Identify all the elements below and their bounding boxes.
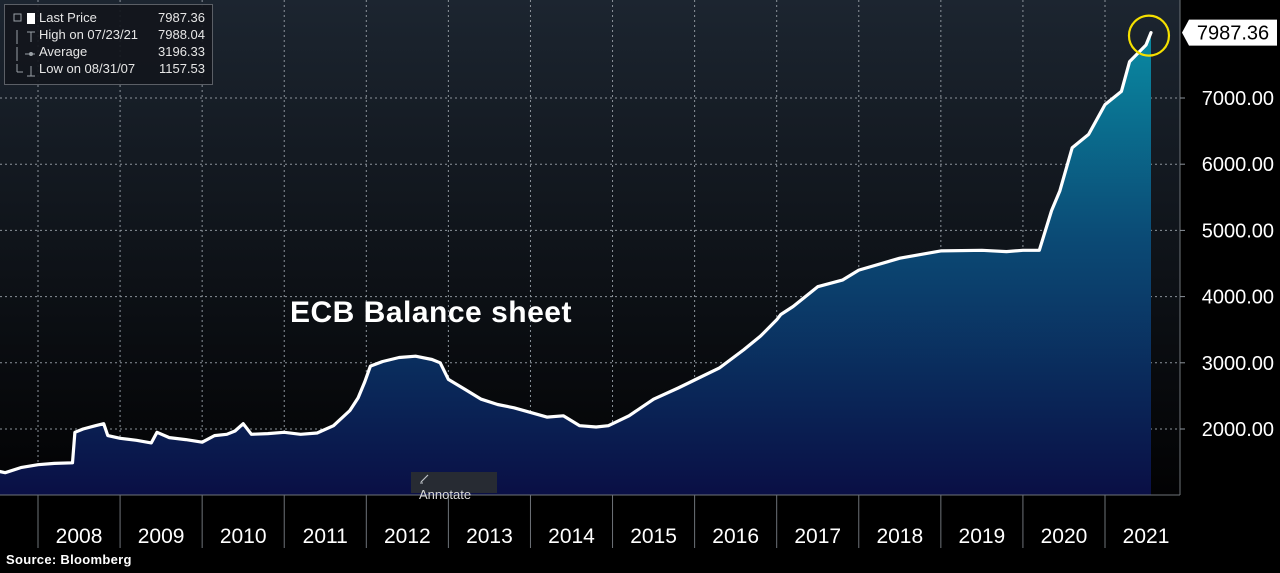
annotate-button[interactable]: Annotate — [411, 472, 497, 502]
x-tick-label: 2009 — [138, 525, 185, 548]
y-tick-label: 4000.00 — [1202, 287, 1274, 309]
x-tick-label: 2013 — [466, 525, 513, 548]
source-note: Source: Bloomberg — [6, 552, 132, 567]
y-tick-label: 5000.00 — [1202, 220, 1274, 242]
legend-row-low: Low on 08/31/07 1157.53 — [5, 60, 212, 77]
legend-value: 1157.53 — [158, 61, 205, 76]
legend-box: Last Price 7987.36 High on 07/23/21 7988… — [4, 4, 213, 85]
x-tick-label: 2015 — [630, 525, 677, 548]
last-price-callout-group: 7987.36 — [1127, 14, 1277, 57]
x-tick-label: 2019 — [959, 525, 1006, 548]
x-tick-label: 2021 — [1123, 525, 1170, 548]
x-tick-label: 2020 — [1041, 525, 1088, 548]
x-axis: 2008 2009 2010 2011 2012 2013 2014 2015 2016 2017… — [37, 495, 1170, 548]
low-marker-icon — [16, 64, 35, 77]
price-line — [0, 31, 1153, 475]
x-tick-label: 2010 — [220, 525, 267, 548]
legend-label: Average — [39, 44, 88, 59]
area-fill-group — [0, 32, 1151, 495]
legend-row-high: High on 07/23/21 7988.04 — [5, 26, 212, 44]
legend-value: 7987.36 — [158, 10, 205, 25]
area-fill — [0, 32, 1151, 495]
high-marker-icon — [16, 30, 35, 44]
y-tick-label: 6000.00 — [1202, 154, 1274, 176]
x-tick-label: 2016 — [712, 525, 759, 548]
square-icon — [13, 13, 35, 24]
price-line-group — [0, 31, 1153, 475]
x-tick-label: 2014 — [548, 525, 595, 548]
gridlines — [0, 0, 1180, 495]
legend-value: 3196.33 — [158, 44, 205, 59]
x-tick-label: 2011 — [303, 525, 348, 548]
y-tick-label: 3000.00 — [1202, 353, 1274, 375]
legend-row-last-price: Last Price 7987.36 — [5, 9, 212, 26]
last-price-tag — [1182, 19, 1277, 46]
legend-value: 7988.04 — [158, 27, 205, 42]
annotate-label: Annotate — [419, 487, 472, 502]
chart-annotation-title: ECB Balance sheet — [290, 296, 572, 329]
legend-row-average: Average 3196.33 — [5, 43, 212, 61]
x-tick-label: 2012 — [384, 525, 431, 548]
y-axis: 2000.00 3000.00 4000.00 5000.00 6000.00 7000.… — [1180, 88, 1274, 441]
x-tick-label: 2018 — [876, 525, 923, 548]
x-tick-label: 2017 — [794, 525, 841, 548]
average-marker-icon — [16, 47, 35, 61]
last-price-value: 7987.36 — [1197, 23, 1269, 45]
highlight-circle — [1127, 14, 1171, 57]
legend-label: Low on 08/31/07 — [39, 61, 136, 76]
legend-label: Last Price — [39, 10, 97, 25]
x-tick-label: 2008 — [56, 525, 103, 548]
y-tick-label: 2000.00 — [1202, 419, 1274, 441]
y-tick-label: 7000.00 — [1202, 88, 1274, 110]
legend-label: High on 07/23/21 — [39, 27, 139, 42]
pencil-icon — [420, 474, 429, 484]
